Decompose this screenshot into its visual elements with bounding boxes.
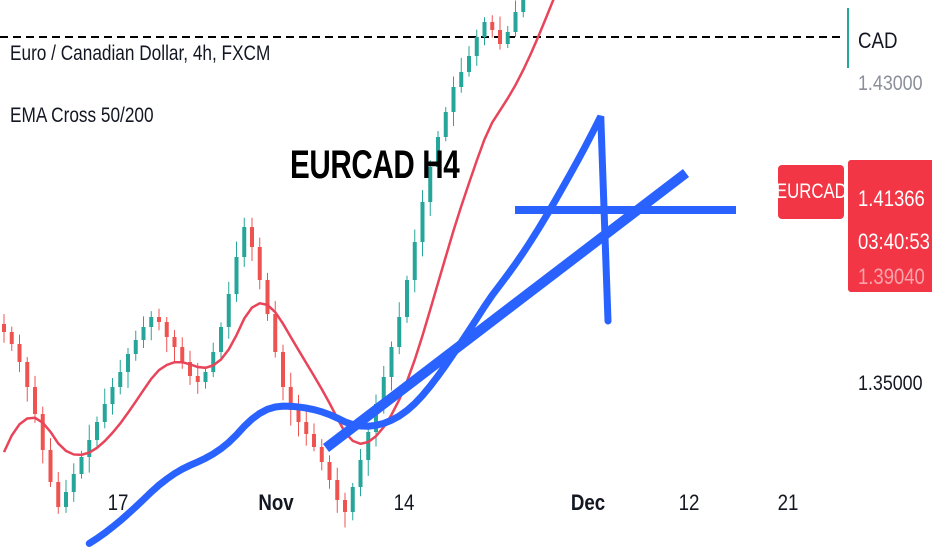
candle-body	[64, 492, 68, 507]
candle-body	[281, 352, 285, 387]
stop-price-label: 1.39040	[858, 264, 925, 289]
candle-body	[79, 457, 84, 474]
candle-body	[335, 480, 340, 500]
candle-body	[172, 337, 177, 347]
candle-body	[397, 317, 402, 347]
candle-body	[219, 327, 223, 352]
ema-slow-line	[85, 114, 612, 547]
candle-body	[521, 0, 526, 12]
time-axis-label: 21	[777, 490, 799, 515]
candle-body	[95, 422, 99, 440]
candle-body	[118, 372, 123, 387]
candle-body	[257, 247, 262, 280]
candle-body	[459, 72, 464, 87]
candle-body	[2, 324, 6, 332]
candle-body	[505, 32, 510, 44]
candle-body	[366, 432, 371, 460]
candle-body	[126, 354, 130, 372]
candle-body	[242, 227, 247, 257]
candle-body	[234, 257, 239, 294]
candle-body	[141, 327, 146, 340]
candle-body	[33, 387, 37, 414]
candle-body	[195, 376, 200, 382]
candle-body	[428, 167, 433, 202]
candle-body	[17, 344, 22, 362]
candle-body	[443, 112, 448, 137]
candle-body	[288, 387, 293, 410]
time-axis-label: Nov	[258, 490, 294, 515]
candle-body	[319, 447, 324, 462]
last-price-badge: 1.41366 03:40:53 1.39040	[848, 160, 932, 292]
chart-annotation-text[interactable]: EURCAD H4	[290, 143, 460, 187]
candle-body	[110, 387, 115, 404]
candle-body	[420, 202, 425, 242]
candle-body	[412, 242, 417, 280]
candle-body	[102, 404, 107, 422]
candle-body	[451, 87, 456, 112]
candle-body	[389, 347, 394, 377]
candle-body	[149, 317, 154, 327]
time-axis-label: Dec	[570, 490, 606, 515]
currency-divider	[847, 8, 849, 68]
candle-body	[405, 280, 409, 317]
ticker-badge: EURCAD	[775, 165, 847, 219]
candle-body	[226, 294, 231, 327]
candle-body	[250, 227, 254, 247]
time-axis-label: 12	[678, 490, 700, 515]
price-axis-label-top: 1.43000	[858, 72, 923, 95]
candle-body	[374, 404, 378, 432]
indicator-legend[interactable]: EMA Cross 50/200	[10, 104, 154, 127]
candle-body	[327, 462, 332, 480]
last-price-value: 1.41366	[858, 186, 925, 211]
candle-body	[304, 422, 309, 434]
candle-body	[25, 362, 30, 387]
time-axis-label: 17	[107, 490, 129, 515]
candle-body	[513, 12, 518, 32]
currency-label[interactable]: CAD	[858, 28, 898, 53]
bar-countdown: 03:40:53	[858, 229, 930, 254]
candle-body	[358, 460, 363, 487]
candle-body	[343, 500, 347, 512]
candle-body	[381, 377, 386, 404]
candle-body	[203, 372, 208, 382]
candle-body	[157, 317, 161, 322]
candle-body	[211, 352, 216, 372]
candle-body	[133, 340, 138, 354]
candle-body	[490, 22, 495, 30]
candle-body	[350, 487, 355, 512]
candle-body	[467, 56, 471, 72]
candle-body	[436, 137, 440, 167]
candle-body	[474, 37, 479, 56]
candle-body	[40, 414, 45, 450]
ticker-label: EURCAD	[775, 180, 847, 203]
candle-body	[296, 410, 301, 422]
candle-body	[265, 280, 270, 314]
candle-body	[482, 22, 487, 37]
candle-body	[87, 440, 92, 457]
candle-body	[48, 450, 53, 482]
candle-body	[180, 347, 185, 362]
candle-body	[56, 482, 61, 507]
candle-body	[71, 474, 76, 492]
price-axis-label-mid: 1.35000	[858, 372, 923, 395]
candle-body	[273, 314, 278, 352]
candle-body	[312, 434, 316, 447]
symbol-legend[interactable]: Euro / Canadian Dollar, 4h, FXCM	[10, 42, 271, 65]
candle-body	[9, 332, 14, 344]
candle-body	[164, 322, 169, 337]
ema-fast-line	[2, 0, 555, 457]
time-axis-label: 14	[393, 490, 415, 515]
candle-body	[188, 362, 192, 376]
trendline	[322, 169, 690, 452]
candle-body	[498, 30, 502, 44]
